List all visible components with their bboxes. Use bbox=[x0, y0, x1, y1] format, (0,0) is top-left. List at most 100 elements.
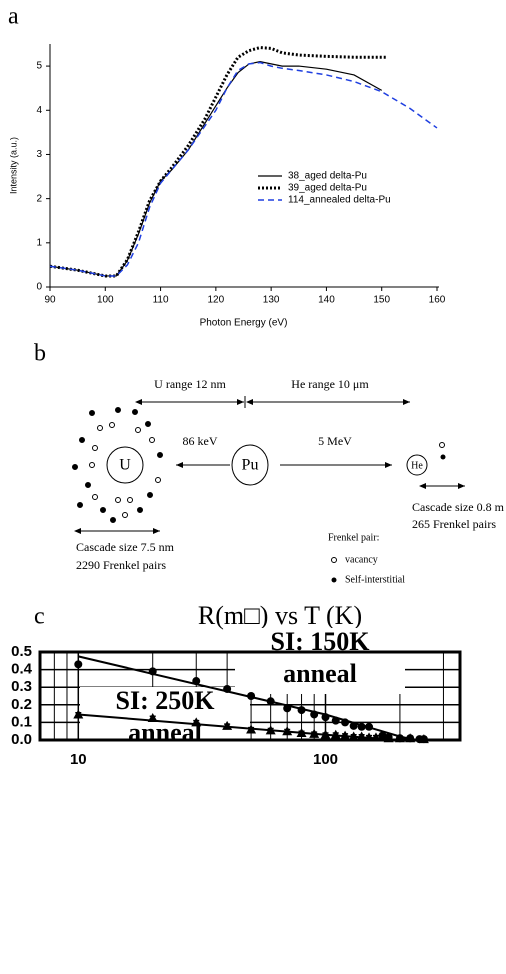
interstitial bbox=[440, 454, 446, 460]
data-point bbox=[191, 717, 202, 727]
x-tick-label: 110 bbox=[153, 295, 169, 306]
data-point bbox=[348, 731, 359, 741]
legend-label: 38_aged delta-Pu bbox=[288, 171, 367, 182]
interstitial bbox=[100, 507, 106, 513]
data-point bbox=[349, 721, 358, 730]
data-point bbox=[246, 724, 257, 734]
annotation-box bbox=[235, 628, 405, 694]
data-point bbox=[356, 731, 367, 741]
data-point bbox=[405, 733, 416, 743]
data-point bbox=[147, 713, 158, 722]
legend-label: 39_aged delta-Pu bbox=[288, 183, 367, 194]
x-tick-label: 10 bbox=[70, 751, 87, 768]
data-point bbox=[340, 730, 351, 740]
data-point bbox=[394, 733, 405, 743]
panel-label: b bbox=[34, 341, 46, 367]
x-tick-label: 120 bbox=[208, 295, 225, 306]
plot-frame bbox=[38, 650, 462, 742]
interstitial bbox=[85, 482, 91, 488]
x-tick-label: 160 bbox=[429, 295, 446, 306]
interstitial bbox=[79, 437, 85, 443]
data-point bbox=[296, 727, 307, 737]
y-tick-label: 0.4 bbox=[11, 661, 33, 678]
data-point bbox=[283, 704, 292, 713]
annotation-box bbox=[80, 687, 250, 753]
label: U range 12 nm bbox=[154, 377, 226, 391]
data-point bbox=[73, 709, 84, 719]
vacancy bbox=[115, 497, 121, 503]
data-point bbox=[331, 716, 340, 725]
annotation: SI: 250K bbox=[116, 686, 216, 715]
data-point bbox=[341, 718, 350, 727]
annotation: anneal bbox=[283, 659, 357, 688]
interstitial bbox=[145, 421, 151, 427]
interstitial bbox=[110, 517, 116, 523]
vacancy bbox=[149, 437, 155, 443]
data-line bbox=[49, 61, 438, 277]
vacancy bbox=[109, 422, 115, 428]
y-tick-label: 0 bbox=[36, 282, 42, 293]
atom bbox=[231, 444, 269, 486]
data-point bbox=[357, 722, 366, 731]
vacancy bbox=[155, 477, 161, 483]
vacancy bbox=[127, 497, 133, 503]
vacancy bbox=[92, 494, 98, 500]
interstitial bbox=[147, 492, 153, 498]
data-point bbox=[265, 725, 276, 735]
y-tick-label: 4 bbox=[36, 105, 42, 116]
fit-line bbox=[78, 655, 416, 741]
data-point bbox=[377, 732, 388, 742]
data-point bbox=[192, 677, 201, 686]
y-tick-label: 0.3 bbox=[11, 678, 32, 695]
data-point bbox=[148, 667, 157, 676]
interstitial bbox=[331, 577, 337, 583]
data-point bbox=[310, 710, 319, 719]
label: 86 keV bbox=[183, 434, 218, 448]
label: Self-interstitial bbox=[345, 574, 405, 585]
vacancy bbox=[97, 425, 103, 431]
x-tick-label: 150 bbox=[373, 295, 390, 306]
vacancy bbox=[122, 512, 128, 518]
vacancy bbox=[331, 557, 337, 563]
diagram: b U range 12 nm He range 10 μm U Pu 86 k… bbox=[34, 341, 505, 586]
interstitial bbox=[132, 409, 138, 415]
interstitial bbox=[157, 452, 163, 458]
x-tick-label: 100 bbox=[313, 751, 338, 768]
label: Cascade size 0.8 m bbox=[412, 500, 505, 514]
data-point bbox=[297, 706, 306, 715]
label: 5 MeV bbox=[318, 434, 352, 448]
data-point bbox=[418, 734, 429, 744]
interstitial bbox=[137, 507, 143, 513]
y-tick-label: 3 bbox=[36, 149, 42, 160]
interstitial bbox=[115, 407, 121, 413]
label: Cascade size 7.5 nm bbox=[76, 540, 175, 554]
label: vacancy bbox=[345, 554, 378, 565]
data-point bbox=[330, 729, 341, 739]
data-point bbox=[222, 720, 233, 730]
y-tick-label: 2 bbox=[36, 193, 42, 204]
panel-label: c bbox=[34, 604, 45, 630]
panel-label: a bbox=[8, 4, 19, 30]
x-tick-label: 100 bbox=[97, 295, 114, 306]
vacancy bbox=[92, 445, 98, 451]
data-point bbox=[266, 697, 275, 706]
label: 2290 Frenkel pairs bbox=[76, 558, 166, 572]
y-axis-label: Intensity (a.u.) bbox=[8, 137, 18, 194]
x-axis-label: Photon Energy (eV) bbox=[200, 318, 288, 329]
data-line bbox=[49, 46, 388, 278]
data-point bbox=[282, 726, 293, 736]
y-tick-label: 5 bbox=[36, 61, 42, 72]
atom bbox=[406, 454, 428, 476]
defect-cluster bbox=[72, 407, 163, 523]
data-point bbox=[223, 684, 232, 693]
data-point bbox=[320, 729, 331, 739]
x-tick-label: 130 bbox=[263, 295, 280, 306]
y-tick-label: 1 bbox=[36, 237, 42, 248]
vacancy bbox=[439, 442, 445, 448]
interstitial bbox=[77, 502, 83, 508]
vacancy bbox=[135, 427, 141, 433]
data-point bbox=[370, 732, 381, 742]
y-tick-label: 0.1 bbox=[11, 713, 32, 730]
data-point bbox=[247, 692, 256, 700]
